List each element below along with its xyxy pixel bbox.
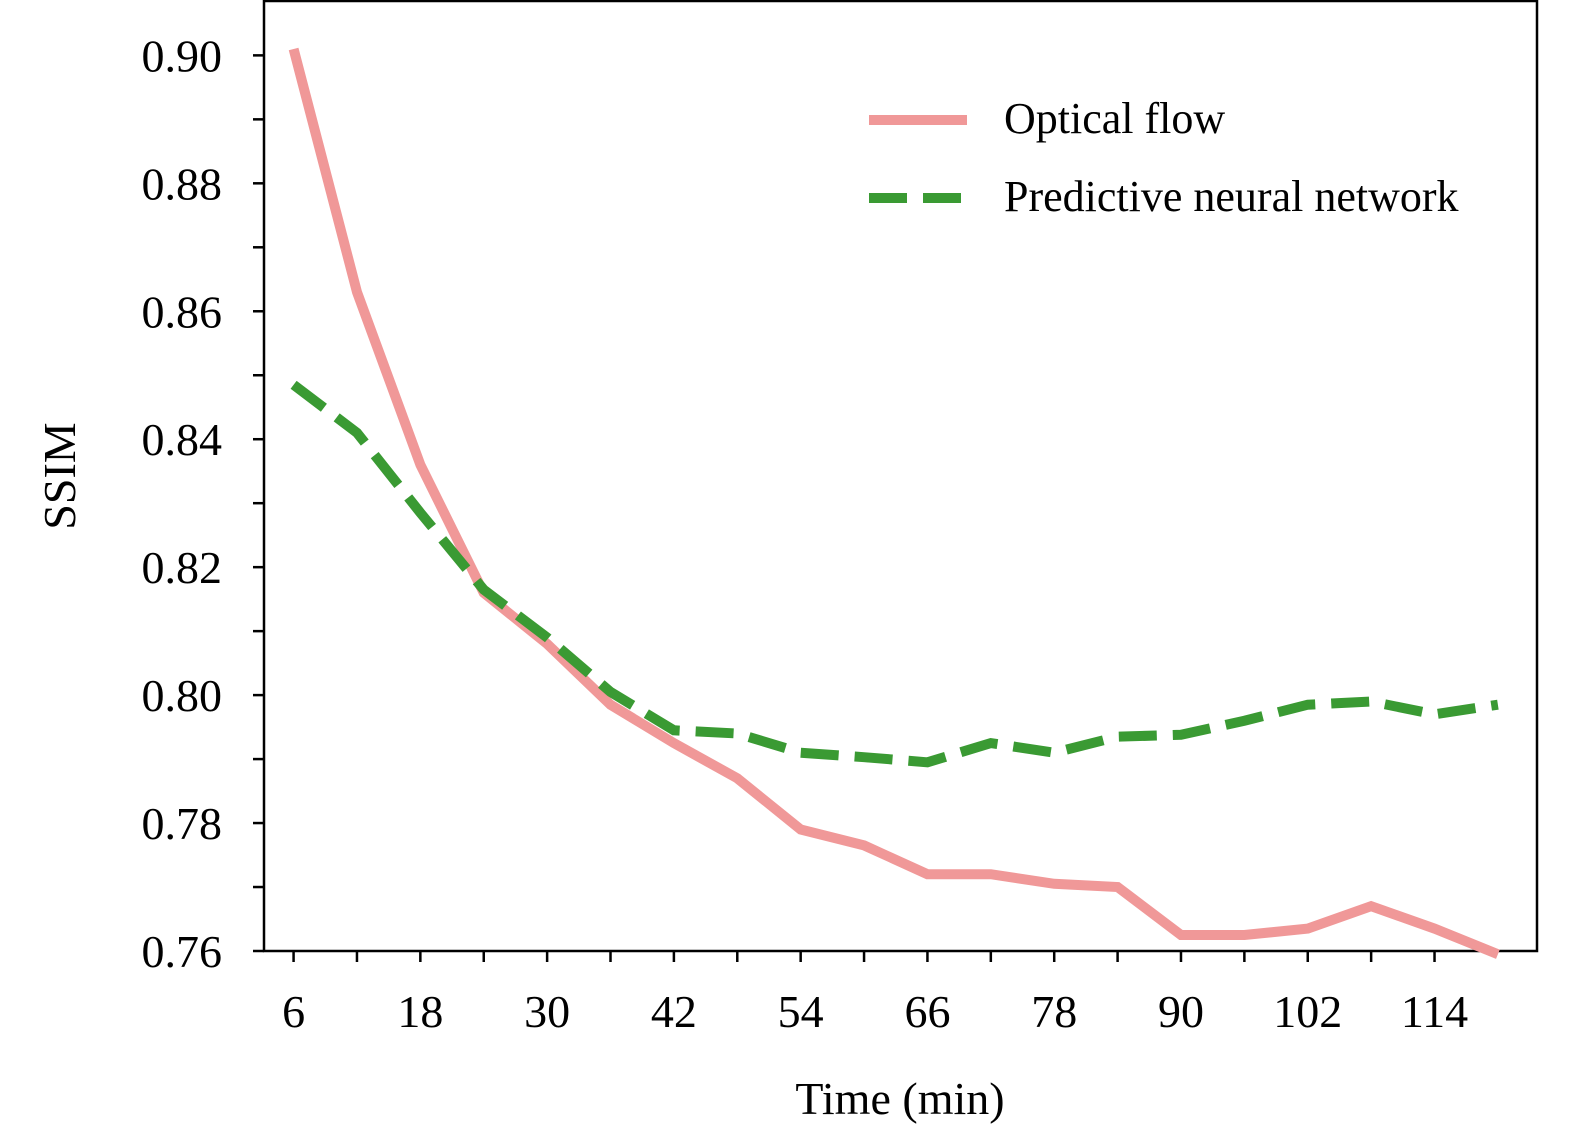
x-tick-label: 30 <box>524 986 570 1037</box>
legend-label-optical-flow: Optical flow <box>1004 94 1225 143</box>
y-tick-label: 0.76 <box>142 926 223 977</box>
y-tick-label: 0.82 <box>142 542 223 593</box>
y-axis-title: SSIM <box>34 422 85 529</box>
x-tick-label: 6 <box>282 986 305 1037</box>
y-tick-marks <box>253 54 264 953</box>
plot-frame <box>262 0 1539 953</box>
y-tick-label: 0.86 <box>142 286 223 337</box>
x-tick-label: 54 <box>778 986 824 1037</box>
y-tick-label: 0.90 <box>142 30 223 81</box>
x-tick-label: 114 <box>1401 986 1468 1037</box>
x-tick-label: 66 <box>904 986 950 1037</box>
series-line-predictive-neural-network <box>290 380 1499 768</box>
x-tick-marks <box>292 951 1436 962</box>
x-tick-label: 90 <box>1158 986 1204 1037</box>
x-tick-label: 42 <box>651 986 697 1037</box>
y-tick-label: 0.88 <box>142 158 223 209</box>
x-tick-label: 102 <box>1273 986 1342 1037</box>
x-tick-labels: 6 18 30 42 54 66 78 90 102 114 <box>282 986 1468 1037</box>
y-tick-label: 0.80 <box>142 670 223 721</box>
x-axis-title: Time (min) <box>795 1073 1004 1124</box>
legend: Optical flow Predictive neural network <box>869 94 1459 221</box>
y-tick-label: 0.84 <box>142 414 223 465</box>
legend-label-predictive-neural-network: Predictive neural network <box>1004 172 1459 221</box>
x-tick-label: 18 <box>397 986 443 1037</box>
y-tick-labels: 0.76 0.78 0.80 0.82 0.84 0.86 0.88 0.90 <box>142 30 223 977</box>
y-tick-label: 0.78 <box>142 798 223 849</box>
x-tick-label: 78 <box>1031 986 1077 1037</box>
